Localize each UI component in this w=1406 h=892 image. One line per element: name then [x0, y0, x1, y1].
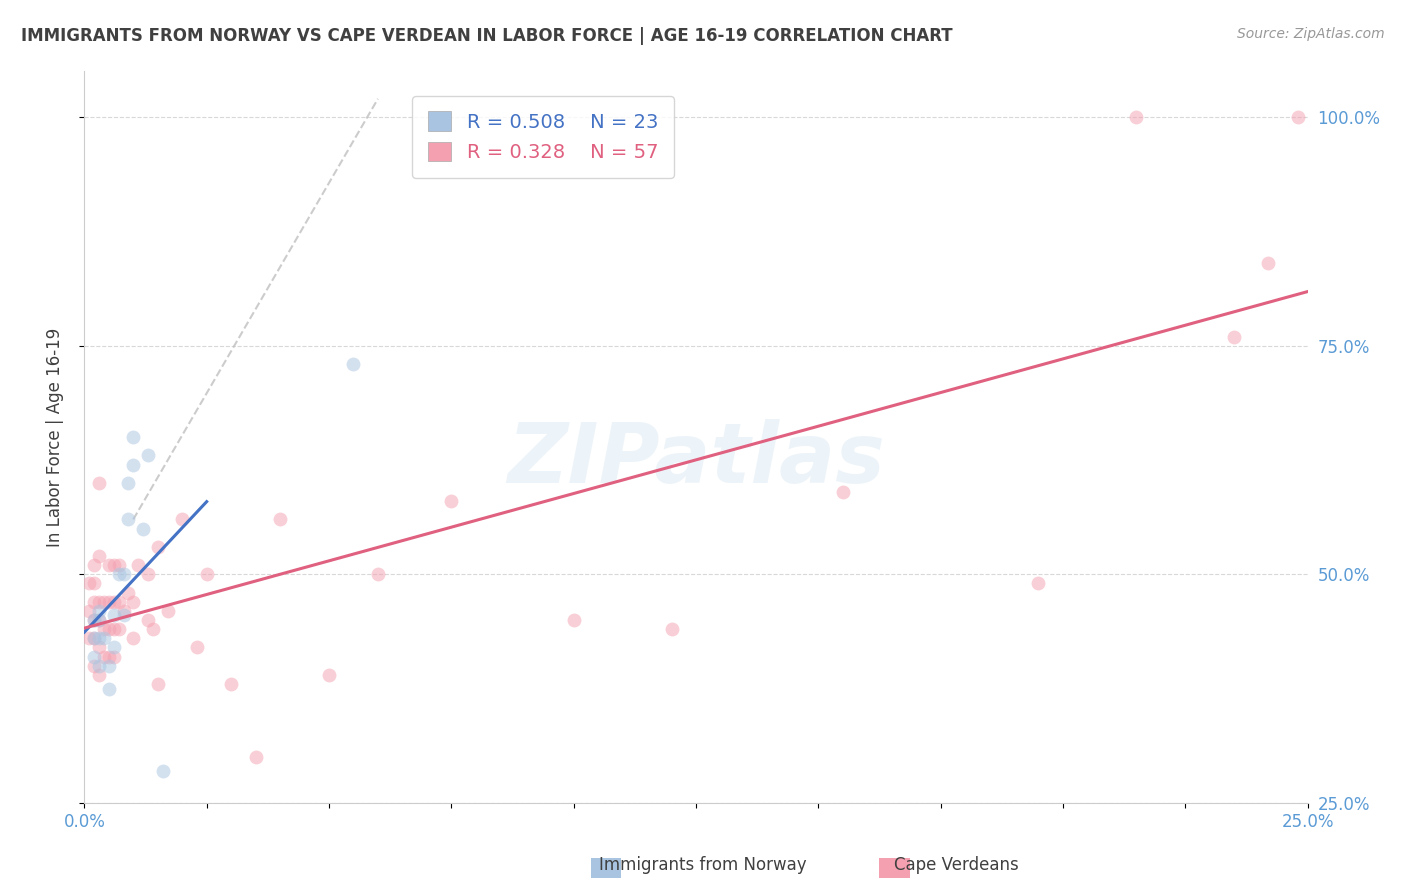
Point [77, 604, 100, 618]
Point [83, 558, 105, 573]
Point [367, 567, 389, 582]
Point [117, 512, 139, 526]
Point [97, 622, 120, 636]
Point [127, 558, 149, 573]
Legend: R = 0.508    N = 23, R = 0.328    N = 57: R = 0.508 N = 23, R = 0.328 N = 57 [412, 95, 673, 178]
Text: Cape Verdeans: Cape Verdeans [894, 855, 1018, 873]
Point [136, 448, 159, 462]
Point [83, 613, 105, 627]
Point [112, 608, 135, 623]
Point [195, 567, 218, 582]
Point [87, 632, 110, 646]
Point [103, 595, 125, 609]
Point [93, 649, 115, 664]
Point [1223, 329, 1246, 343]
Point [103, 622, 125, 636]
Point [87, 658, 110, 673]
Point [83, 649, 105, 664]
Point [97, 658, 120, 673]
Point [93, 622, 115, 636]
Point [107, 558, 129, 573]
Point [97, 681, 120, 696]
Text: IMMIGRANTS FROM NORWAY VS CAPE VERDEAN IN LABOR FORCE | AGE 16-19 CORRELATION CH: IMMIGRANTS FROM NORWAY VS CAPE VERDEAN I… [21, 27, 953, 45]
Point [87, 604, 110, 618]
Point [122, 595, 145, 609]
Point [156, 604, 179, 618]
Point [103, 640, 125, 655]
Text: ZIPatlas: ZIPatlas [508, 418, 884, 500]
Point [269, 512, 291, 526]
Text: Source: ZipAtlas.com: Source: ZipAtlas.com [1237, 27, 1385, 41]
Point [103, 649, 125, 664]
Point [172, 512, 194, 526]
Point [112, 604, 135, 618]
Point [318, 667, 340, 681]
Point [107, 595, 129, 609]
Point [77, 576, 100, 591]
Point [661, 622, 683, 636]
Point [245, 750, 267, 764]
Point [97, 649, 120, 664]
Point [136, 567, 159, 582]
Point [97, 558, 120, 573]
Point [83, 595, 105, 609]
Point [117, 585, 139, 599]
Point [97, 595, 120, 609]
Point [562, 613, 585, 627]
Point [93, 632, 115, 646]
Point [87, 613, 110, 627]
Text: Immigrants from Norway: Immigrants from Norway [599, 855, 807, 873]
Point [831, 485, 853, 500]
Point [122, 458, 145, 472]
Point [87, 595, 110, 609]
Point [146, 540, 169, 554]
Point [103, 608, 125, 623]
Point [77, 632, 100, 646]
Point [83, 576, 105, 591]
Point [1028, 576, 1050, 591]
Y-axis label: In Labor Force | Age 16-19: In Labor Force | Age 16-19 [45, 327, 63, 547]
Point [219, 677, 242, 691]
Point [83, 632, 105, 646]
Point [122, 430, 145, 444]
Point [87, 475, 110, 490]
Point [152, 764, 174, 778]
Point [142, 622, 165, 636]
Point [87, 667, 110, 681]
Point [186, 640, 208, 655]
Point [87, 613, 110, 627]
Point [83, 613, 105, 627]
Point [117, 475, 139, 490]
Point [132, 521, 155, 535]
Point [107, 622, 129, 636]
Point [103, 558, 125, 573]
Point [136, 613, 159, 627]
Point [83, 632, 105, 646]
Point [342, 357, 364, 371]
Point [87, 640, 110, 655]
Point [112, 567, 135, 582]
Point [146, 677, 169, 691]
Point [1286, 110, 1309, 124]
Point [440, 494, 463, 508]
Point [87, 549, 110, 563]
Point [83, 658, 105, 673]
Point [107, 567, 129, 582]
Point [122, 632, 145, 646]
Point [1125, 110, 1147, 124]
Point [1257, 256, 1279, 270]
Point [93, 595, 115, 609]
